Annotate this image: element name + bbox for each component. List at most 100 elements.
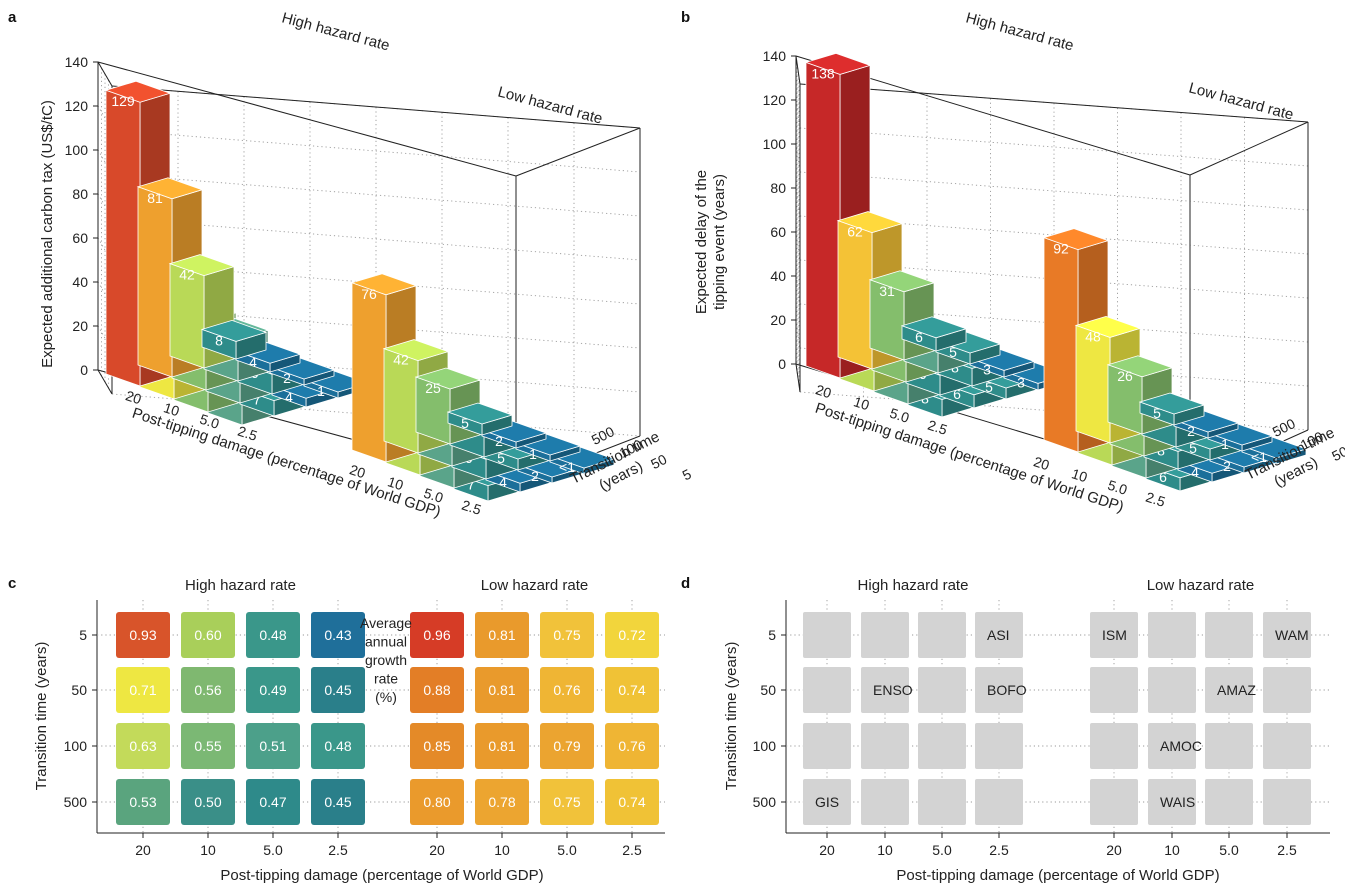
grid-cell: GIS (803, 779, 851, 825)
x-tick-label: 10 (1070, 465, 1090, 485)
x-tick-label: 2.5 (1144, 489, 1168, 510)
bar-top (414, 367, 482, 390)
cell-rect (1263, 779, 1311, 825)
cell-value: 0.85 (423, 738, 450, 754)
x-tick-label: 5.0 (422, 485, 446, 506)
y-tick-label: 20 (72, 318, 88, 334)
heatmap-cell: 0.76 (540, 667, 594, 713)
heatmap-cell: 0.45 (311, 667, 365, 713)
cell-value: 0.96 (423, 627, 450, 643)
data-label: 7 (253, 392, 261, 408)
panel-c-heatmap: 5 50 100 500 High hazard rate 20 0.93 0.71 0.63 0… (33, 577, 665, 884)
x-tick-label: 20 (814, 381, 834, 401)
grid-cell (1148, 667, 1196, 713)
heatmap-cell: 0.60 (181, 612, 235, 658)
y-tick-label: 100 (65, 142, 89, 158)
data-label: 4 (285, 389, 293, 405)
data-label: 1 (1221, 436, 1229, 452)
cell-rect (475, 612, 529, 658)
data-label: 5 (985, 379, 993, 395)
heatmap-cell: 0.81 (475, 667, 529, 713)
bar: 8 (200, 319, 268, 360)
cell-value: 0.45 (324, 794, 351, 810)
x-tick-label: 20 (819, 842, 835, 858)
cell-value: 0.55 (194, 738, 221, 754)
cell-value: 0.53 (129, 794, 156, 810)
data-label: 76 (361, 286, 377, 302)
y-tick-label: 0 (80, 362, 88, 378)
bar: <1 (1240, 436, 1308, 465)
grid-line (111, 173, 641, 217)
x-tick-label: 10 (1164, 842, 1180, 858)
y-tick-label: 40 (72, 274, 88, 290)
grid-line (795, 143, 801, 173)
panel-letter-b: b (681, 9, 690, 26)
bar-top (200, 319, 268, 342)
cell-rect (605, 667, 659, 713)
y-tick-label: 5 (768, 627, 776, 643)
data-label: 138 (811, 65, 835, 81)
cell-value: 0.81 (488, 627, 515, 643)
data-label: 42 (393, 352, 409, 368)
data-label: 26 (1117, 368, 1133, 384)
data-label: 5 (1153, 405, 1161, 421)
x-tick-label: 10 (494, 842, 510, 858)
heatmap-cell: 0.43 (311, 612, 365, 658)
heatmap-cell: 0.75 (540, 612, 594, 658)
data-label: 5 (1189, 440, 1197, 456)
cell-value: 0.93 (129, 627, 156, 643)
cell-value: 0.48 (259, 627, 286, 643)
bar-top (868, 270, 936, 293)
heatmap-cell: 0.79 (540, 723, 594, 769)
data-label: 5 (497, 450, 505, 466)
cell-value: 0.45 (324, 682, 351, 698)
cell-rect (1090, 723, 1138, 769)
bar-top (1106, 355, 1174, 378)
x-tick-label: 20 (1032, 453, 1052, 473)
grid-cell (861, 612, 909, 658)
data-label: 42 (179, 267, 195, 283)
center-label: rate (374, 671, 398, 687)
cell-value: 0.80 (423, 794, 450, 810)
grid-cell (918, 779, 966, 825)
bar-top (382, 339, 450, 362)
cell-rect (311, 667, 365, 713)
grid-cell (861, 779, 909, 825)
data-label: 92 (1053, 241, 1069, 257)
data-label: 8 (215, 332, 223, 348)
cell-value: 0.63 (129, 738, 156, 754)
y-axis-title: Expected delay of the (693, 170, 710, 314)
grid-cell (975, 723, 1023, 769)
panel-letter-c: c (8, 575, 16, 592)
cell-value: 0.71 (129, 682, 156, 698)
data-label: 2 (495, 433, 503, 449)
panel-letter-a: a (8, 9, 17, 26)
data-label: <1 (1251, 449, 1267, 465)
cell-rect (918, 723, 966, 769)
heatmap-cell: 0.96 (410, 612, 464, 658)
cell-rect (475, 723, 529, 769)
grid-line (97, 325, 113, 351)
cell-rect (246, 779, 300, 825)
group-label: High hazard rate (280, 9, 392, 54)
y-axis-title: Transition time (years) (723, 642, 740, 791)
heatmap-cell: 0.48 (246, 612, 300, 658)
heatmap-cell: 0.49 (246, 667, 300, 713)
tipping-element-label: ENSO (873, 682, 913, 698)
heatmap-cell: 0.74 (605, 667, 659, 713)
center-label: (%) (375, 689, 397, 705)
y-tick-label: 500 (64, 794, 88, 810)
x-tick-label: 20 (1106, 842, 1122, 858)
frame-line (795, 363, 801, 393)
data-label: 2 (283, 370, 291, 386)
cell-rect (605, 612, 659, 658)
tipping-element-label: BOFO (987, 682, 1027, 698)
cell-rect (181, 667, 235, 713)
group-label: High hazard rate (185, 577, 296, 594)
grid-line (795, 275, 801, 305)
cell-value: 0.75 (553, 627, 580, 643)
cell-value: 0.47 (259, 794, 286, 810)
x-tick-label: 2.5 (328, 842, 348, 858)
y-tick-label: 140 (65, 54, 89, 70)
